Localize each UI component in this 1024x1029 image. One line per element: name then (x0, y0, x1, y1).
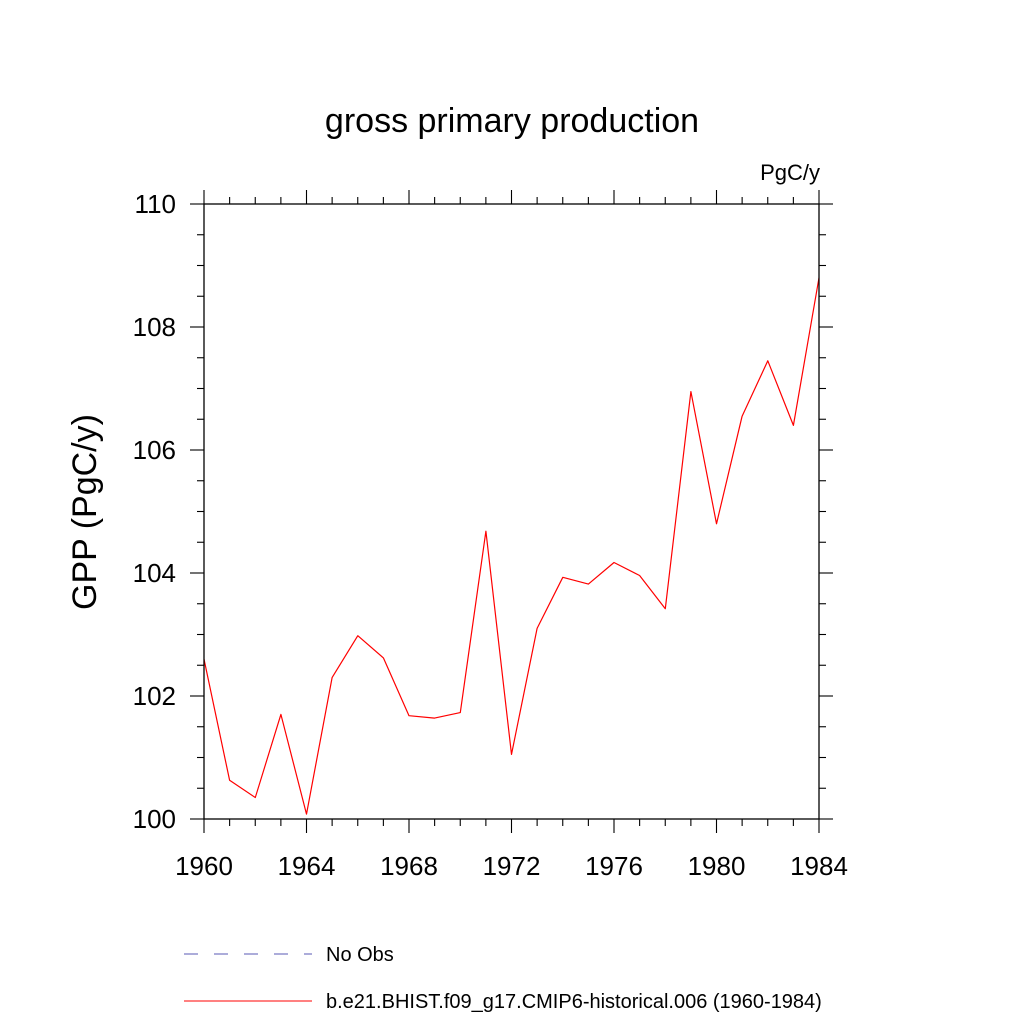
y-axis-label: GPP (PgC/y) (66, 414, 104, 610)
legend-label: b.e21.BHIST.f09_g17.CMIP6-historical.006… (326, 991, 822, 1013)
y-tick-label: 102 (133, 681, 176, 711)
tick-labels: 1960 1964 1968 1972 1976 1980 1984 100 102 104 106… (133, 189, 848, 881)
x-tick-label: 1984 (790, 851, 848, 881)
plot-frame (203, 203, 820, 820)
series-lines (203, 277, 820, 815)
y-tick-label: 110 (135, 189, 176, 219)
x-tick-label: 1976 (585, 851, 643, 881)
y-tick-label: 108 (133, 312, 176, 342)
axis-ticks (190, 190, 833, 833)
x-tick-label: 1968 (380, 851, 438, 881)
y-tick-label: 106 (133, 435, 176, 465)
x-tick-label: 1980 (688, 851, 746, 881)
y-tick-label: 100 (133, 804, 176, 834)
y-tick-label: 104 (133, 558, 176, 588)
legend: No Obs b.e21.BHIST.f09_g17.CMIP6-historic… (184, 944, 822, 1013)
legend-label: No Obs (326, 944, 394, 966)
units-label: PgC/y (760, 160, 820, 185)
series-line (203, 277, 820, 815)
x-tick-label: 1964 (278, 851, 336, 881)
chart-title: gross primary production (325, 102, 699, 140)
x-tick-label: 1960 (175, 851, 233, 881)
x-tick-label: 1972 (483, 851, 541, 881)
